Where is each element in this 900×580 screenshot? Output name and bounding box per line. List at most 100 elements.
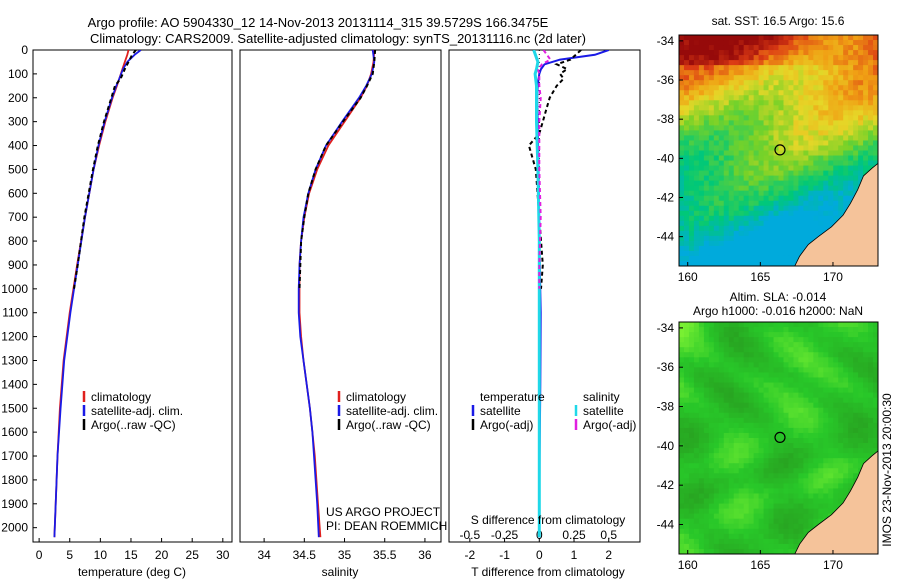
map-cell — [823, 327, 829, 333]
map-cell — [723, 473, 730, 479]
map-cell — [803, 337, 809, 343]
map-cell — [703, 150, 710, 157]
map-cell — [783, 255, 790, 262]
map-cell — [823, 503, 829, 510]
map-cell — [798, 85, 804, 91]
map-cell — [713, 175, 720, 182]
map-cell — [693, 170, 700, 177]
map-cell — [743, 40, 750, 46]
map-cell — [733, 488, 740, 495]
map-cell — [828, 155, 834, 162]
map-cell — [743, 533, 750, 540]
map-cell — [793, 367, 799, 374]
map-cell — [793, 508, 799, 515]
map-cell — [758, 342, 765, 348]
map-cell — [823, 513, 829, 520]
map-cell — [738, 392, 745, 399]
map-cell — [743, 327, 750, 333]
argo-position-marker — [774, 431, 786, 443]
map-cell — [798, 412, 804, 419]
map-cell — [828, 417, 834, 424]
map-cell — [693, 513, 700, 520]
map-cell — [683, 453, 690, 459]
map-cell — [833, 45, 839, 51]
map-cell — [693, 50, 700, 56]
map-cell — [778, 528, 785, 535]
map-cell — [828, 448, 834, 454]
map-cell — [743, 513, 750, 520]
map-cell — [753, 523, 760, 530]
map-cell — [683, 463, 690, 469]
map-cell — [713, 493, 720, 500]
map-cell — [713, 438, 720, 444]
map-cell — [813, 120, 819, 126]
map-cell — [798, 60, 804, 66]
map-cell — [698, 175, 705, 182]
map-cell — [748, 215, 755, 222]
map-cell — [723, 100, 730, 106]
map-cell — [758, 50, 765, 56]
map-cell — [778, 95, 785, 101]
map-cell — [833, 337, 839, 343]
map-cell — [808, 488, 814, 495]
map-cell — [693, 508, 700, 515]
map-cell — [703, 387, 710, 394]
x-tick-label: 15 — [124, 548, 138, 562]
map-cell — [693, 250, 700, 257]
map-cell — [818, 427, 824, 434]
map-cell — [683, 478, 690, 484]
map-cell — [843, 478, 849, 484]
sst-map-tick-labels: 160 165 170-34-36-38-40-42-44 — [657, 34, 844, 284]
map-cell — [843, 50, 849, 56]
map-cell — [723, 458, 730, 464]
map-cell — [679, 220, 685, 227]
map-cell — [688, 488, 695, 495]
map-cell — [738, 105, 745, 111]
map-cell — [778, 397, 785, 404]
map-cell — [753, 210, 760, 217]
map-cell — [693, 488, 700, 495]
map-cell — [833, 210, 839, 217]
map-cell — [808, 35, 814, 41]
map-cell — [688, 372, 695, 379]
map-cell — [768, 448, 775, 454]
map-cell — [758, 402, 765, 409]
map-cell — [713, 225, 720, 232]
map-cell — [813, 498, 819, 505]
map-cell — [828, 503, 834, 510]
map-cell — [853, 422, 859, 429]
map-cell — [798, 448, 804, 454]
map-cell — [688, 235, 695, 242]
map-cell — [833, 110, 839, 116]
map-cell — [823, 347, 829, 353]
map-cell — [713, 220, 720, 227]
map-cell — [853, 60, 859, 66]
map-cell — [783, 90, 790, 96]
map-cell — [823, 105, 829, 111]
map-cell — [703, 260, 710, 266]
map-cell — [778, 422, 785, 429]
map-cell — [848, 342, 854, 348]
map-cell — [698, 70, 705, 76]
map-cell — [858, 397, 864, 404]
map-cell — [683, 230, 690, 237]
map-cell — [758, 85, 765, 91]
map-cell — [823, 407, 829, 414]
map-cell — [783, 120, 790, 126]
map-cell — [818, 327, 824, 333]
map-cell — [843, 352, 849, 358]
map-cell — [823, 377, 829, 384]
map-cell — [693, 155, 700, 162]
map-cell — [728, 235, 735, 242]
map-cell — [778, 125, 785, 132]
map-cell — [803, 190, 809, 197]
map-cell — [818, 478, 824, 484]
map-cell — [698, 135, 705, 142]
map-cell — [723, 493, 730, 500]
map-cell — [693, 483, 700, 490]
map-cell — [783, 478, 790, 484]
map-cell — [793, 357, 799, 363]
map-cell — [758, 422, 765, 429]
map-cell — [753, 225, 760, 232]
map-cell — [833, 417, 839, 424]
